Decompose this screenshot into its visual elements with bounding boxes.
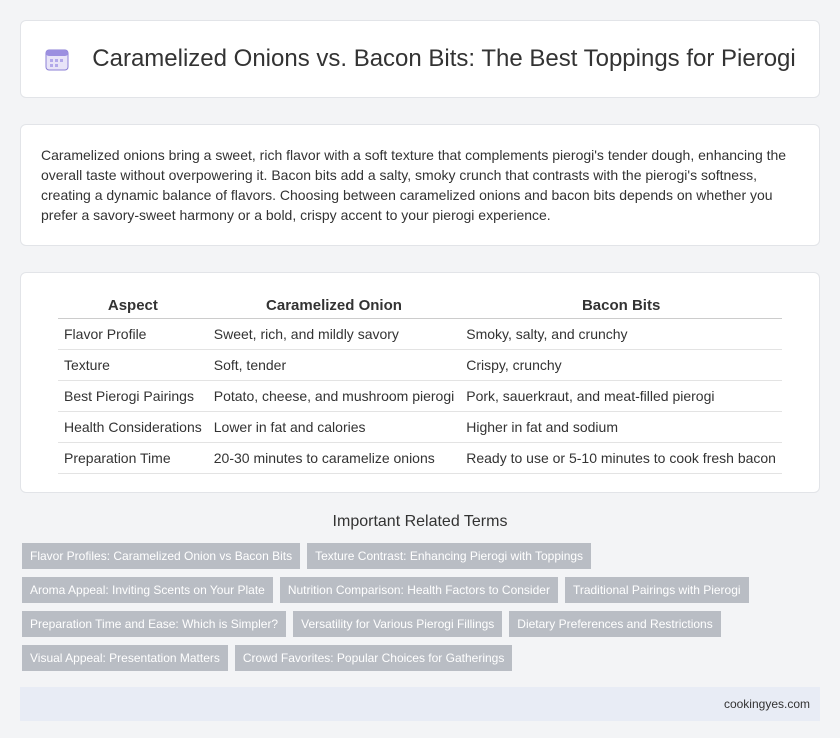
row: Best Pierogi Pairings Potato, cheese, and… [58, 380, 782, 412]
header: Caramelized Onions vs. Bacon Bits: The B… [20, 20, 820, 98]
related-title: Important Related Terms [332, 513, 508, 530]
row: Health Considerations Lower in fat and ca… [58, 411, 782, 443]
row: Texture Soft, tender Crispy, crunchy [58, 349, 782, 381]
calendar-icon [45, 49, 69, 71]
header-cell: Caramelized Onion [207, 293, 461, 319]
tag: Flavor Profiles: Caramelized Onion vs Ba… [22, 543, 301, 569]
header-cell: Aspect [58, 293, 208, 319]
tags: Flavor Profiles: Caramelized Onion vs Ba… [22, 543, 818, 673]
tag: Visual Appeal: Presentation Matters [22, 645, 228, 671]
cell: Preparation Time [58, 442, 208, 474]
tag: Crowd Favorites: Popular Choices for Gat… [234, 645, 513, 671]
page: Caramelized Onions vs. Bacon Bits: The B… [0, 20, 840, 738]
cell: Health Considerations [58, 411, 208, 443]
table: Aspect Caramelized Onion Bacon Bits Flavor … [58, 293, 782, 474]
cell: Pork, sauerkraut, and meat-filled pierog… [460, 380, 782, 412]
tag: Dietary Preferences and Restrictions [509, 611, 721, 637]
cell: Texture [58, 349, 208, 381]
cell: Smoky, salty, and crunchy [460, 318, 782, 350]
title: Caramelized Onions vs. Bacon Bits: The B… [92, 45, 796, 72]
cell: Ready to use or 5-10 minutes to cook fre… [460, 442, 782, 474]
tag: Preparation Time and Ease: Which is Simp… [22, 611, 287, 637]
row: Preparation Time 20-30 minutes to caramel… [58, 442, 782, 474]
tag: Nutrition Comparison: Health Factors to … [279, 577, 558, 603]
tag: Aroma Appeal: Inviting Scents on Your Pl… [22, 577, 273, 603]
cell: Crispy, crunchy [460, 349, 782, 381]
site: cookingyes.com [723, 697, 810, 711]
tag: Texture Contrast: Enhancing Pierogi with… [307, 543, 592, 569]
header-cell: Bacon Bits [460, 293, 782, 319]
cell: Higher in fat and sodium [460, 411, 782, 443]
table-card: Aspect Caramelized Onion Bacon Bits Flavor … [20, 272, 820, 493]
cell: 20-30 minutes to caramelize onions [207, 442, 461, 474]
related: Important Related Terms Flavor Profiles: … [0, 513, 840, 673]
cell: Lower in fat and calories [207, 411, 461, 443]
row: Flavor Profile Sweet, rich, and mildly sa… [58, 318, 782, 350]
cell: Potato, cheese, and mushroom pierogi [207, 380, 461, 412]
cell: Best Pierogi Pairings [58, 380, 208, 412]
tag: Versatility for Various Pierogi Fillings [293, 611, 503, 637]
footer: cookingyes.com [20, 687, 820, 721]
cell: Soft, tender [207, 349, 461, 381]
cell: Flavor Profile [58, 318, 208, 350]
intro: Caramelized onions bring a sweet, rich f… [20, 124, 820, 246]
header-row: Aspect Caramelized Onion Bacon Bits [58, 293, 782, 319]
cell: Sweet, rich, and mildly savory [207, 318, 461, 350]
tag: Traditional Pairings with Pierogi [564, 577, 749, 603]
